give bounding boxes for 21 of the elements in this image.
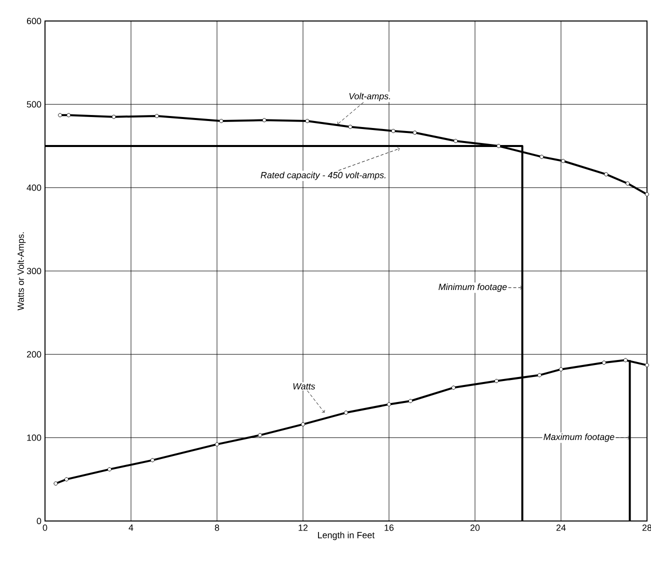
x-axis-title: Length in Feet xyxy=(318,532,375,540)
x-tick-label: 12 xyxy=(298,524,308,531)
y-tick-label: 200 xyxy=(26,351,42,358)
annotation: Maximum footage xyxy=(544,433,614,442)
annotation: Volt-amps. xyxy=(349,92,390,102)
x-tick-label: 16 xyxy=(384,524,394,531)
y-tick-label: 100 xyxy=(27,434,42,441)
y-tick-label: 0 xyxy=(36,518,42,524)
y-axis-title: Watts or Volt-Amps. xyxy=(17,232,26,310)
y-tick-label: 400 xyxy=(26,184,42,191)
annotation: Rated capacity - 450 volt-amps. xyxy=(260,172,386,180)
x-tick-label: 8 xyxy=(214,524,220,531)
y-tick-label: 500 xyxy=(26,101,42,108)
y-tick-label: 600 xyxy=(26,18,42,24)
annotation: Watts xyxy=(293,383,316,390)
y-tick-label: 300 xyxy=(26,268,42,274)
x-tick-label: 0 xyxy=(42,524,48,531)
x-tick-label: 4 xyxy=(128,524,134,531)
x-tick-label: 20 xyxy=(470,524,480,531)
annotation: Minimum footage xyxy=(438,283,507,292)
x-tick-label: 24 xyxy=(556,524,566,531)
